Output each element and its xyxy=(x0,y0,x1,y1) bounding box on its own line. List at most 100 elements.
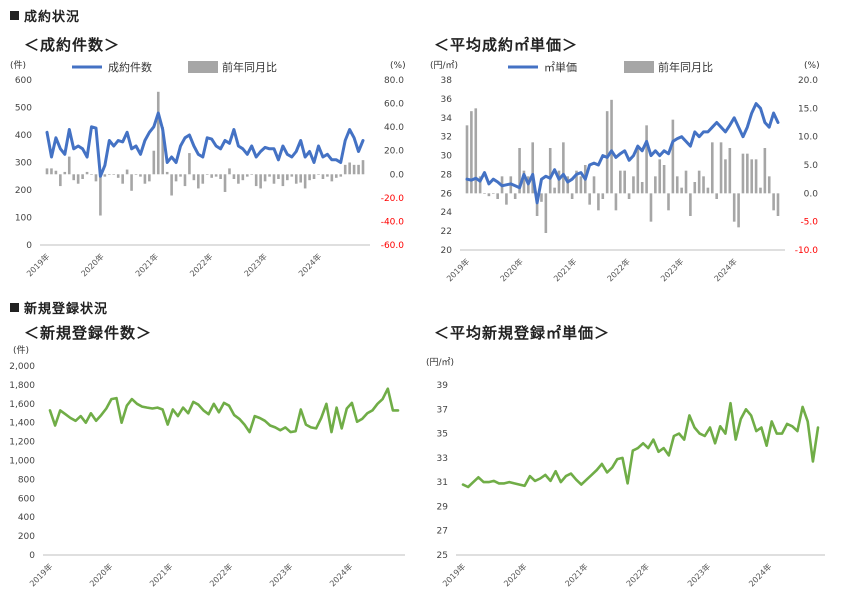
x-tick-label: 2019年 xyxy=(440,561,467,588)
bar xyxy=(321,174,325,179)
y-tick-label: 22 xyxy=(441,227,452,237)
bar xyxy=(50,168,53,175)
bar xyxy=(308,174,311,181)
y-tick-label: 800 xyxy=(18,475,35,485)
bar xyxy=(339,174,343,177)
bar xyxy=(706,187,710,194)
bar xyxy=(522,170,526,194)
bar xyxy=(737,193,740,228)
bar xyxy=(90,174,93,175)
bar xyxy=(478,176,482,194)
bar xyxy=(610,99,613,194)
y-tick-label: 29 xyxy=(437,502,449,512)
y-tick-label: 1,600 xyxy=(9,400,35,410)
x-tick-label: 2022年 xyxy=(624,561,651,588)
bar xyxy=(272,174,276,184)
y2-axis-unit: (%) xyxy=(390,61,406,71)
bar xyxy=(361,160,365,175)
section-title: 成約状況 xyxy=(24,10,81,25)
bar xyxy=(719,142,723,194)
bar xyxy=(767,176,771,194)
bar xyxy=(254,174,258,187)
y2-tick-label: -10.0 xyxy=(795,246,819,256)
x-tick-label: 2023年 xyxy=(685,561,712,588)
y-tick-label: 34 xyxy=(441,114,453,124)
y2-tick-label: -60.0 xyxy=(381,241,405,251)
bar xyxy=(623,170,626,194)
bar xyxy=(148,174,151,182)
y-tick-label: 39 xyxy=(437,381,449,391)
y2-tick-label: 0.0 xyxy=(390,170,405,180)
y-tick-label: 20 xyxy=(441,246,453,256)
y-tick-label: 300 xyxy=(15,159,32,169)
legend-bar-label: 前年同月比 xyxy=(222,60,277,74)
bar xyxy=(605,111,609,194)
bar xyxy=(192,174,196,181)
bar xyxy=(326,174,329,177)
bar xyxy=(592,176,596,194)
bar xyxy=(505,193,508,205)
bar xyxy=(312,174,316,179)
y-tick-label: 32 xyxy=(441,133,452,143)
bar xyxy=(588,193,591,205)
bar xyxy=(645,125,648,194)
bar xyxy=(553,187,556,194)
bar xyxy=(143,174,147,184)
y-tick-label: 1,000 xyxy=(9,457,35,467)
bar xyxy=(715,193,718,199)
bar xyxy=(183,174,187,187)
bar xyxy=(67,156,71,175)
bar xyxy=(179,174,182,177)
bar xyxy=(491,193,495,194)
bar xyxy=(496,193,499,199)
bar xyxy=(474,108,478,194)
bar xyxy=(518,148,521,194)
bar xyxy=(72,174,76,181)
bar xyxy=(201,174,205,184)
bar xyxy=(728,148,732,194)
bar xyxy=(636,148,640,194)
section-header-registration: 新規登録状況 xyxy=(10,298,108,317)
series-line xyxy=(45,111,365,178)
bar xyxy=(290,174,294,177)
section-header-contract: 成約状況 xyxy=(10,6,80,25)
y-axis-unit: (円/㎡) xyxy=(426,357,454,368)
y-tick-label: 27 xyxy=(437,527,448,537)
bar xyxy=(348,162,351,175)
bar xyxy=(689,193,692,216)
series-line xyxy=(48,387,400,434)
bar xyxy=(732,193,736,222)
bar xyxy=(232,174,236,179)
bar xyxy=(152,150,156,175)
series-line xyxy=(461,401,820,489)
y-tick-label: 200 xyxy=(15,186,32,196)
bar xyxy=(640,182,644,194)
bar xyxy=(601,193,605,199)
bar xyxy=(214,174,218,177)
bar xyxy=(108,174,111,175)
bar xyxy=(702,176,705,194)
x-tick-label: 2024年 xyxy=(746,561,773,588)
section-title: 新規登録状況 xyxy=(24,302,109,317)
bar xyxy=(684,170,688,194)
y-tick-label: 200 xyxy=(18,532,35,542)
bar xyxy=(470,111,473,194)
legend-bar-swatch xyxy=(188,61,218,73)
y-tick-label: 1,400 xyxy=(9,419,35,429)
y-tick-label: 2,000 xyxy=(9,362,35,372)
bar xyxy=(483,193,486,194)
y2-tick-label: 5.0 xyxy=(804,161,819,171)
bar xyxy=(112,174,116,175)
bar xyxy=(649,193,653,222)
bar xyxy=(268,174,271,177)
bar xyxy=(228,168,231,175)
y2-tick-label: 15.0 xyxy=(798,104,818,114)
bar xyxy=(286,174,289,181)
bar xyxy=(680,187,683,194)
bar xyxy=(662,165,666,194)
bar xyxy=(710,142,714,194)
bar xyxy=(566,176,570,194)
bar xyxy=(697,170,701,194)
